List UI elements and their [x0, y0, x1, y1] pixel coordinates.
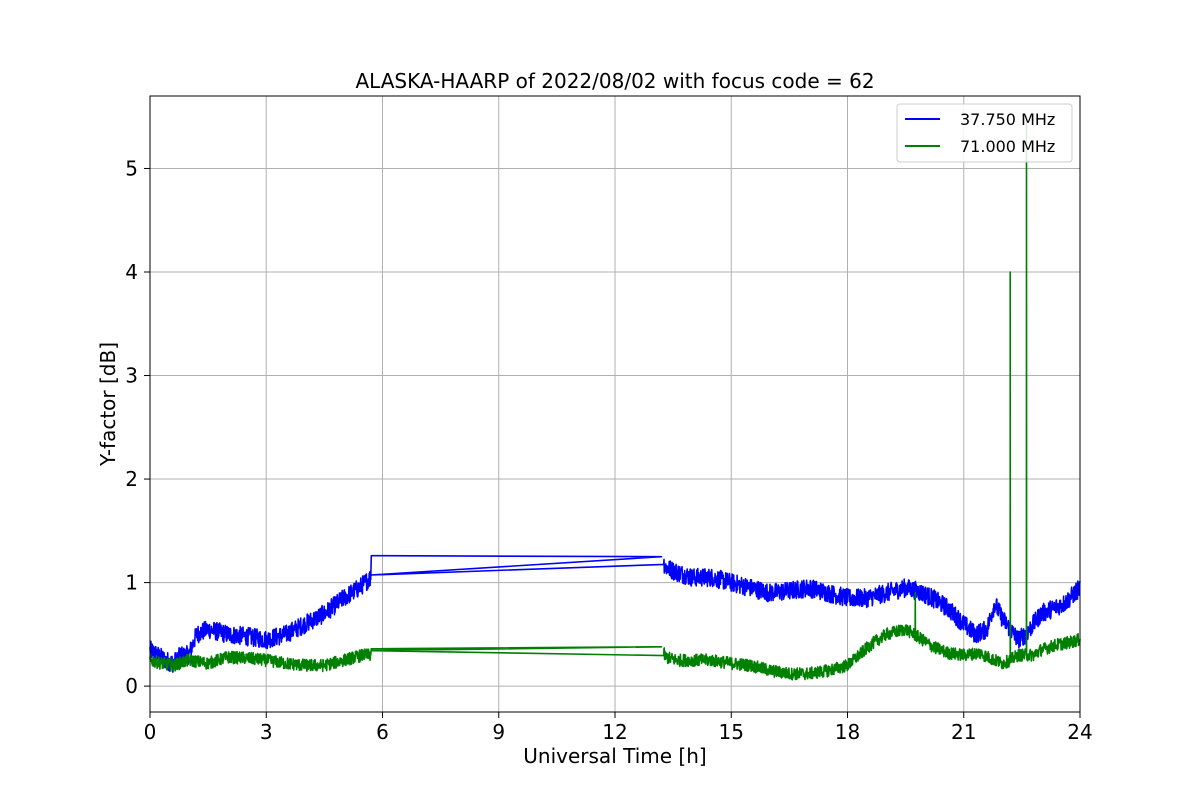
y-tick-label: 0 — [125, 674, 138, 698]
legend-box — [896, 103, 1073, 163]
x-axis-label: Universal Time [h] — [523, 744, 706, 768]
legend: 37.750 MHz 71.000 MHz — [896, 103, 1073, 163]
y-tick-label: 5 — [125, 156, 138, 180]
legend-label: 37.750 MHz — [960, 110, 1055, 129]
x-axis: 0 3 6 9 12 15 18 21 24 — [144, 712, 1093, 744]
x-tick-label: 18 — [835, 720, 860, 744]
legend-label: 71.000 MHz — [960, 137, 1055, 156]
y-axis-label: Y-factor [dB] — [96, 342, 120, 467]
x-tick-label: 0 — [144, 720, 157, 744]
y-tick-label: 4 — [125, 260, 138, 284]
series-line-1 — [149, 554, 1081, 673]
y-axis: 0 1 2 3 4 5 — [125, 156, 150, 698]
x-tick-label: 6 — [376, 720, 389, 744]
grid-lines — [149, 96, 1081, 712]
x-tick-label: 24 — [1067, 720, 1092, 744]
x-tick-label: 15 — [719, 720, 744, 744]
x-tick-label: 21 — [951, 720, 976, 744]
series-line-2 — [149, 115, 1081, 681]
y-tick-label: 2 — [125, 467, 138, 491]
x-tick-label: 3 — [260, 720, 273, 744]
y-tick-label: 1 — [125, 571, 138, 595]
chart-title: ALASKA-HAARP of 2022/08/02 with focus co… — [355, 69, 874, 93]
y-tick-label: 3 — [125, 364, 138, 388]
x-tick-label: 12 — [602, 720, 627, 744]
plot-area — [149, 115, 1081, 681]
x-tick-label: 9 — [492, 720, 505, 744]
